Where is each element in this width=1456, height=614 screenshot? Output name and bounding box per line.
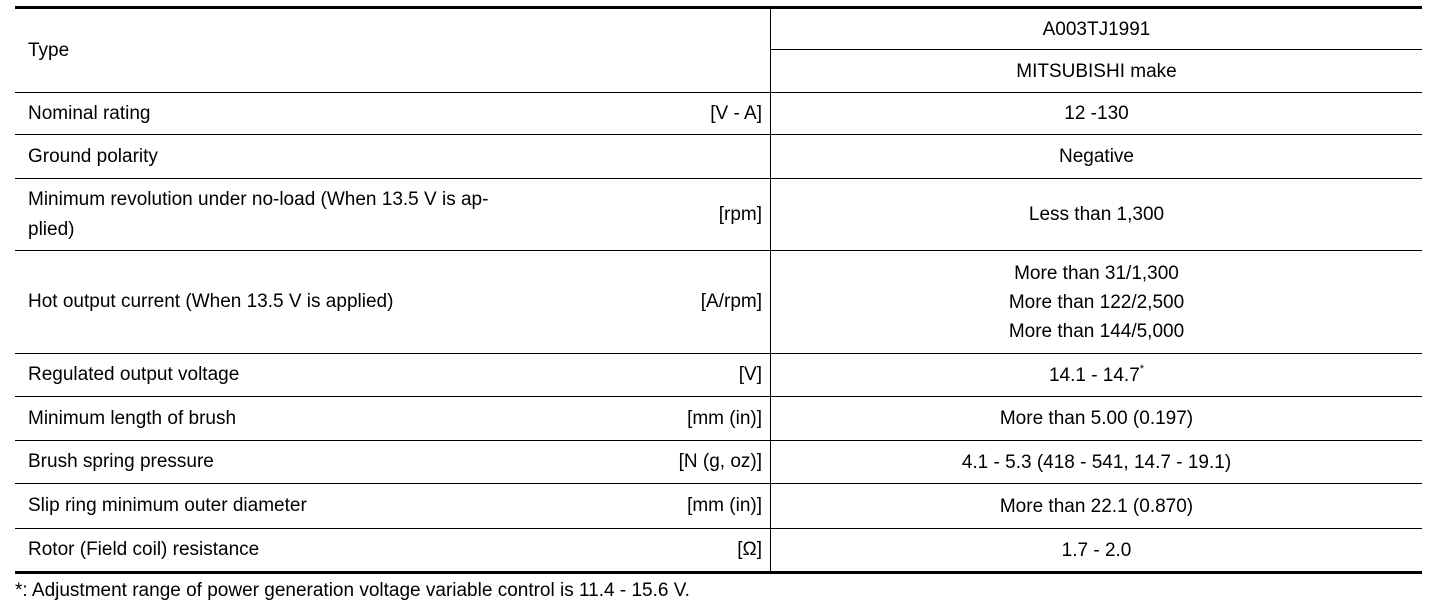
- value-line: More than 5.00 (0.197): [771, 404, 1422, 433]
- label-cell: Regulated output voltage [V]: [15, 353, 771, 397]
- label: Brush spring pressure: [28, 447, 214, 477]
- label-line: Minimum revolution under no-load (When 1…: [28, 188, 489, 210]
- value-line: 4.1 - 5.3 (418 - 541, 14.7 - 19.1): [771, 448, 1422, 477]
- value: 12 -130: [1064, 103, 1129, 124]
- value-cell: 14.1 - 14.7*: [770, 353, 1422, 397]
- label: Type: [28, 39, 70, 61]
- label-wrap: Minimum length of brush [mm (in)]: [15, 404, 770, 434]
- value-cell: Less than 1,300: [770, 178, 1422, 251]
- unit: [A/rpm]: [700, 291, 762, 312]
- spec-row: Minimum length of brush [mm (in)] More tha…: [15, 396, 1422, 441]
- label-line: Nominal rating: [28, 102, 151, 124]
- spec-row: Minimum revolution under no-load (When 1…: [15, 178, 1422, 251]
- label-line: plied): [28, 218, 75, 240]
- value-cell: MITSUBISHI make: [770, 49, 1422, 93]
- value-cell: Negative: [770, 134, 1422, 179]
- value-line: 12 -130: [771, 99, 1422, 128]
- value-cell: A003TJ1991: [1042, 18, 1151, 40]
- label-wrap: Ground polarity: [15, 142, 770, 172]
- label: Minimum length of brush: [28, 404, 236, 434]
- spec-row: Hot output current (When 13.5 V is appli…: [15, 250, 1422, 354]
- label-wrap: Slip ring minimum outer diameter [mm (in)…: [15, 491, 770, 521]
- value: More than 31/1,300: [1014, 262, 1179, 284]
- value: 14.1 - 14.7: [1048, 364, 1140, 386]
- label-line: Slip ring minimum outer diameter: [28, 495, 307, 516]
- value-line: More than 22.1 (0.870): [771, 492, 1422, 521]
- label-cell: Minimum length of brush [mm (in)]: [15, 396, 771, 441]
- label-cell: Nominal rating [V - A]: [15, 92, 771, 135]
- spec-table: Type A003TJ1991 MITSUBISHI make Nominal rat…: [15, 6, 1422, 574]
- label-line: Hot output current (When 13.5 V is appli…: [28, 291, 394, 312]
- label-line: Minimum length of brush: [28, 407, 237, 429]
- label: Hot output current (When 13.5 V is appli…: [28, 287, 393, 317]
- label-cell: Hot output current (When 13.5 V is appli…: [15, 250, 771, 354]
- label-wrap: Minimum revolution under no-load (When 1…: [15, 185, 770, 245]
- label-wrap: Brush spring pressure [N (g, oz)]: [15, 447, 770, 477]
- label-wrap: Type: [15, 36, 770, 66]
- label-line: Ground polarity: [28, 145, 158, 167]
- unit: [V - A]: [710, 102, 762, 124]
- spec-row: Regulated output voltage [V] 14.1 - 14.7*: [15, 353, 1422, 397]
- spec-row: Rotor (Field coil) resistance [Ω] 1.7 - 2.…: [15, 528, 1422, 573]
- label-cell: Slip ring minimum outer diameter [mm (in)…: [15, 483, 771, 529]
- spec-row: Brush spring pressure [N (g, oz)] 4.1 - 5.…: [15, 440, 1422, 484]
- value-line: 14.1 - 14.7*: [771, 361, 1422, 390]
- unit: [V]: [738, 364, 762, 385]
- value-cell: 1.7 - 2.0: [770, 528, 1422, 573]
- label: Slip ring minimum outer diameter: [28, 491, 307, 521]
- value-line: Negative: [771, 142, 1422, 171]
- label-wrap: Hot output current (When 13.5 V is appli…: [15, 287, 770, 317]
- unit: [Ω]: [737, 539, 762, 560]
- header-row: Type A003TJ1991: [15, 7, 1422, 93]
- spec-row: Slip ring minimum outer diameter [mm (in)…: [15, 483, 1422, 529]
- label-line: Regulated output voltage: [28, 364, 240, 385]
- label-wrap: Nominal rating [V - A]: [15, 99, 770, 129]
- label: Minimum revolution under no-load (When 1…: [28, 185, 488, 245]
- label-line: Rotor (Field coil) resistance: [28, 539, 260, 560]
- value-cell: More than 31/1,300 More than 122/2,500 Mor…: [770, 250, 1422, 354]
- spec-row: Ground polarity Negative: [15, 134, 1422, 179]
- label-cell: Ground polarity: [15, 134, 771, 179]
- value: 4.1 - 5.3 (418 - 541, 14.7 - 19.1): [961, 451, 1232, 473]
- header-row: MITSUBISHI make: [15, 49, 1422, 93]
- value-cell: 4.1 - 5.3 (418 - 541, 14.7 - 19.1): [770, 440, 1422, 484]
- value: 1.7 - 2.0: [1061, 539, 1132, 561]
- value-line: More than 31/1,300: [771, 259, 1422, 288]
- label: Ground polarity: [28, 142, 158, 172]
- value: More than 22.1 (0.870): [999, 495, 1194, 517]
- value: Less than 1,300: [1028, 204, 1165, 225]
- label: Rotor (Field coil) resistance: [28, 535, 259, 565]
- label-cell: Type: [15, 7, 771, 93]
- value-line: More than 144/5,000: [771, 317, 1422, 346]
- unit: [mm (in)]: [687, 495, 762, 516]
- value: More than 122/2,500: [1008, 291, 1185, 313]
- value-line: 1.7 - 2.0: [771, 536, 1422, 565]
- note-mark: *: [1139, 362, 1145, 375]
- footnote: *: Adjustment range of power generation …: [15, 580, 690, 601]
- value: More than 144/5,000: [1008, 320, 1185, 342]
- spec-row: Nominal rating [V - A] 12 -130: [15, 92, 1422, 135]
- value-line: More than 122/2,500: [771, 288, 1422, 317]
- label-cell: Minimum revolution under no-load (When 1…: [15, 178, 771, 251]
- unit: [rpm]: [718, 203, 762, 225]
- value-cell: More than 22.1 (0.870): [770, 483, 1422, 529]
- label-cell: Rotor (Field coil) resistance [Ω]: [15, 528, 771, 573]
- value-cell: 12 -130: [770, 92, 1422, 135]
- label-wrap: Regulated output voltage [V]: [15, 360, 770, 390]
- label-cell: Brush spring pressure [N (g, oz)]: [15, 440, 771, 484]
- value-cell: More than 5.00 (0.197): [770, 396, 1422, 441]
- value: Negative: [1059, 146, 1134, 167]
- label: Regulated output voltage: [28, 360, 239, 390]
- unit: [mm (in)]: [687, 407, 762, 429]
- value-line: Less than 1,300: [771, 200, 1422, 229]
- label-wrap: Rotor (Field coil) resistance [Ω]: [15, 535, 770, 565]
- label: Nominal rating: [28, 99, 151, 129]
- value: More than 5.00 (0.197): [999, 408, 1194, 429]
- unit: [N (g, oz)]: [678, 451, 762, 472]
- label-line: Brush spring pressure: [28, 451, 214, 472]
